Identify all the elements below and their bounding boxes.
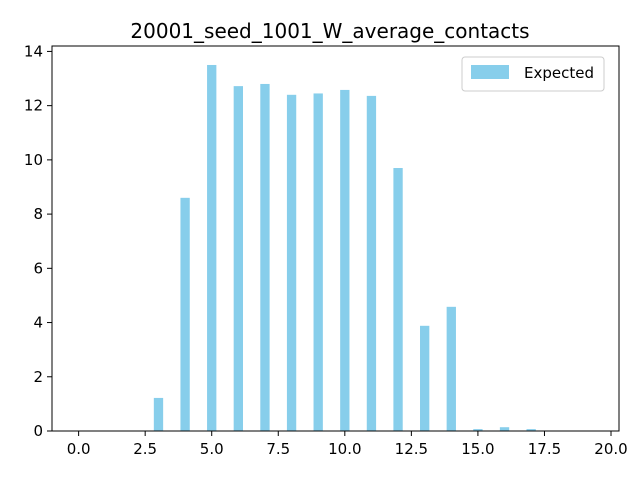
bar xyxy=(526,429,536,431)
y-tick-label: 8 xyxy=(33,205,43,223)
bar xyxy=(260,83,270,431)
y-tick-label: 10 xyxy=(24,151,43,169)
x-tick-label: 20.0 xyxy=(594,440,627,458)
bar xyxy=(153,397,164,431)
bar xyxy=(180,197,190,431)
y-tick-label: 14 xyxy=(24,42,43,60)
x-tick-label: 5.0 xyxy=(200,440,224,458)
y-tick-label: 2 xyxy=(33,368,43,386)
bar xyxy=(420,325,430,431)
legend-label: Expected xyxy=(524,64,594,82)
bar xyxy=(313,93,323,432)
x-tick-label: 17.5 xyxy=(528,440,561,458)
y-tick-label: 6 xyxy=(33,259,43,277)
bar xyxy=(499,427,510,431)
plot-frame xyxy=(51,45,620,432)
x-tick-label: 10.0 xyxy=(328,440,361,458)
chart-title: 20001_seed_1001_W_average_contacts xyxy=(130,19,529,43)
bar xyxy=(207,64,217,431)
bar xyxy=(446,306,456,431)
bar xyxy=(286,94,297,431)
bar xyxy=(233,86,243,431)
legend: Expected xyxy=(461,56,605,92)
x-tick-label: 0.0 xyxy=(67,440,91,458)
y-tick-label: 0 xyxy=(33,422,43,440)
x-tick-label: 15.0 xyxy=(461,440,494,458)
bar xyxy=(473,429,483,431)
bar xyxy=(340,89,350,431)
x-axis-ticks: 0.0 2.5 5.0 7.5 10.0 12.5 15.0 17.5 20.0 xyxy=(67,431,628,458)
bar xyxy=(393,168,403,431)
bar xyxy=(366,95,377,431)
y-axis-ticks: 0 2 4 6 8 10 12 14 xyxy=(24,42,52,440)
x-tick-label: 12.5 xyxy=(395,440,428,458)
y-tick-label: 4 xyxy=(33,314,43,332)
x-tick-label: 2.5 xyxy=(133,440,157,458)
bars-group xyxy=(153,64,536,432)
legend-swatch xyxy=(471,65,509,79)
x-tick-label: 7.5 xyxy=(266,440,290,458)
y-tick-label: 12 xyxy=(24,97,43,115)
